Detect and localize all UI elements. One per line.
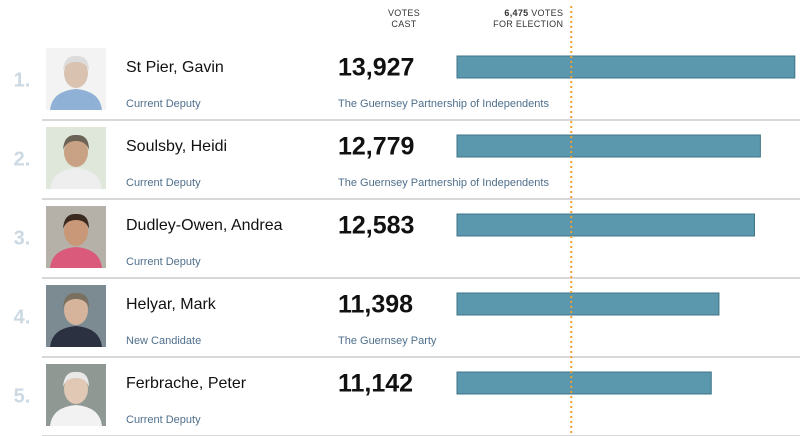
photo-head [64,58,88,88]
candidate-name: Dudley-Owen, Andrea [126,217,283,234]
photo-body [50,247,102,268]
candidate-photo [46,364,106,426]
candidate-name: Ferbrache, Peter [126,375,247,392]
vote-count: 13,927 [338,54,414,82]
candidate-party: The Guernsey Partnership of Independents [338,177,549,189]
candidate-status: New Candidate [126,335,201,347]
threshold-text: VOTES [528,8,563,18]
candidate-photo [46,206,106,268]
candidate-party: The Guernsey Partnership of Independents [338,98,549,110]
candidate-photo [46,127,106,189]
candidate-status: Current Deputy [126,98,201,110]
photo-body [50,405,102,426]
candidate-photo [46,285,106,347]
bar [456,292,720,316]
bar [456,371,712,395]
vote-count: 12,583 [338,212,414,240]
threshold-text-2: FOR ELECTION [493,19,563,29]
rank: 4. [14,306,31,328]
photo-head [64,374,88,404]
vote-count: 12,779 [338,133,414,161]
candidate-name: St Pier, Gavin [126,59,224,76]
threshold-label: 6,475 VOTES FOR ELECTION [493,8,563,29]
bar [456,134,761,158]
bar [456,55,796,79]
candidate-photo [46,48,106,110]
vote-count: 11,398 [338,291,413,319]
photo-body [50,326,102,347]
photo-head [64,295,88,325]
photo-hair [63,292,89,308]
bar [456,213,755,237]
photo-hair [63,134,89,150]
candidate-status: Current Deputy [126,256,201,268]
rank: 1. [14,69,31,91]
rank: 5. [14,385,31,407]
candidate-status: Current Deputy [126,177,201,189]
candidate-status: Current Deputy [126,414,201,426]
photo-hair [63,371,89,387]
rank: 3. [14,227,31,249]
column-header: VOTES CAST [388,8,420,29]
threshold-value-label: 6,475 [504,8,528,18]
candidate-name: Soulsby, Heidi [126,138,227,155]
candidate-name: Helyar, Mark [126,296,217,313]
rank: 2. [14,148,31,170]
photo-hair [63,213,89,229]
photo-hair [63,55,89,71]
photo-head [64,137,88,167]
photo-head [64,216,88,246]
photo-body [50,168,102,189]
vote-count: 11,142 [338,370,413,398]
photo-body [50,89,102,110]
candidate-party: The Guernsey Party [338,335,437,347]
